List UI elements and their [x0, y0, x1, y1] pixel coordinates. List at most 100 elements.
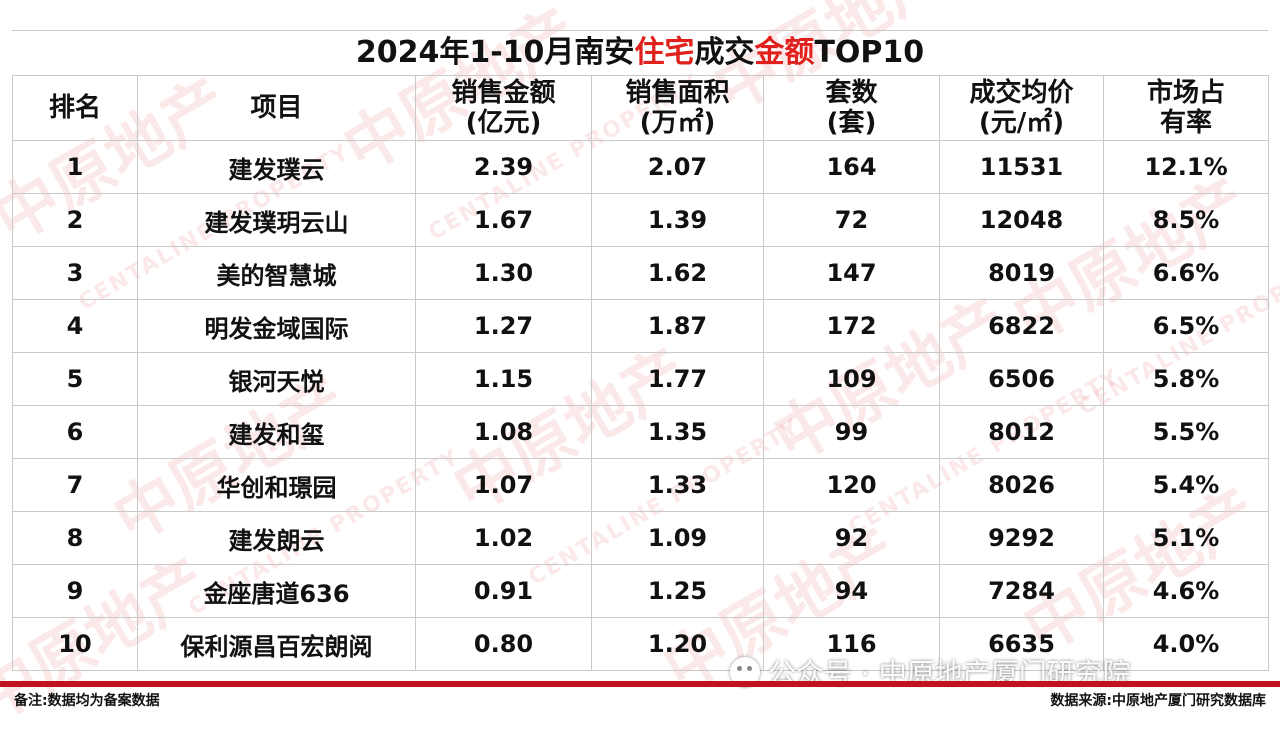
- market-share-cell: 4.0%: [1103, 617, 1269, 671]
- table-row: 9 金座唐道636 0.91 1.25 94 7284 4.6%: [12, 564, 1269, 618]
- table-body: 1 建发璞云 2.39 2.07 164 11531 12.1% 2 建发璞玥云山 1.67 1.3…: [12, 140, 1269, 671]
- project-cell: 银河天悦: [137, 352, 416, 406]
- project-cell: 建发朗云: [137, 511, 416, 565]
- sales-area-cell: 1.39: [591, 193, 764, 247]
- units-cell: 72: [763, 193, 940, 247]
- sales-area-cell: 1.33: [591, 458, 764, 512]
- top-rule: [12, 30, 1268, 31]
- title-highlight-residential: 住宅: [634, 35, 695, 70]
- sales-amount-cell: 1.30: [415, 246, 592, 300]
- column-header-label: 成交均价: [969, 78, 1074, 108]
- column-header: 市场占 有率: [1103, 75, 1269, 141]
- project-cell: 保利源昌百宏朗阅: [137, 617, 416, 671]
- column-header-unit: (套): [826, 108, 877, 138]
- units-cell: 120: [763, 458, 940, 512]
- rank-cell: 3: [12, 246, 138, 300]
- market-share-cell: 6.6%: [1103, 246, 1269, 300]
- avg-price-cell: 11531: [939, 140, 1104, 194]
- market-share-cell: 6.5%: [1103, 299, 1269, 353]
- table-row: 8 建发朗云 1.02 1.09 92 9292 5.1%: [12, 511, 1269, 565]
- table-row: 1 建发璞云 2.39 2.07 164 11531 12.1%: [12, 140, 1269, 194]
- table-row: 2 建发璞玥云山 1.67 1.39 72 12048 8.5%: [12, 193, 1269, 247]
- sales-amount-cell: 0.80: [415, 617, 592, 671]
- avg-price-cell: 8026: [939, 458, 1104, 512]
- sales-amount-cell: 1.08: [415, 405, 592, 459]
- column-header: 成交均价 (元/㎡): [939, 75, 1104, 141]
- sales-amount-cell: 0.91: [415, 564, 592, 618]
- market-share-cell: 8.5%: [1103, 193, 1269, 247]
- sales-area-cell: 1.87: [591, 299, 764, 353]
- project-cell: 金座唐道636: [137, 564, 416, 618]
- table-row: 4 明发金域国际 1.27 1.87 172 6822 6.5%: [12, 299, 1269, 353]
- sales-area-cell: 2.07: [591, 140, 764, 194]
- units-cell: 116: [763, 617, 940, 671]
- title-highlight-amount: 金额: [754, 35, 815, 70]
- table-row: 6 建发和玺 1.08 1.35 99 8012 5.5%: [12, 405, 1269, 459]
- footer-note: 备注:数据均为备案数据: [14, 693, 160, 709]
- rank-cell: 7: [12, 458, 138, 512]
- table-header-row: 排名 项目 销售金额 (亿元) 销售面积 (万㎡) 套数 (套) 成交均价 (元/㎡) 市场占 有率: [12, 75, 1269, 141]
- units-cell: 164: [763, 140, 940, 194]
- sales-amount-cell: 1.67: [415, 193, 592, 247]
- table-row: 5 银河天悦 1.15 1.77 109 6506 5.8%: [12, 352, 1269, 406]
- sales-amount-cell: 1.27: [415, 299, 592, 353]
- units-cell: 94: [763, 564, 940, 618]
- column-header-label: 销售面积: [625, 78, 730, 108]
- market-share-cell: 5.4%: [1103, 458, 1269, 512]
- column-header: 销售金额 (亿元): [415, 75, 592, 141]
- avg-price-cell: 9292: [939, 511, 1104, 565]
- project-cell: 美的智慧城: [137, 246, 416, 300]
- units-cell: 109: [763, 352, 940, 406]
- project-cell: 明发金域国际: [137, 299, 416, 353]
- sales-amount-cell: 1.15: [415, 352, 592, 406]
- units-cell: 92: [763, 511, 940, 565]
- rank-cell: 4: [12, 299, 138, 353]
- avg-price-cell: 6822: [939, 299, 1104, 353]
- column-header-label: 销售金额: [451, 78, 556, 108]
- footer-bar: [0, 681, 1280, 687]
- column-header-label: 项目: [250, 93, 303, 123]
- sales-area-cell: 1.09: [591, 511, 764, 565]
- table-row: 10 保利源昌百宏朗阅 0.80 1.20 116 6635 4.0%: [12, 617, 1269, 671]
- column-header-unit: (元/㎡): [978, 108, 1065, 138]
- rank-cell: 2: [12, 193, 138, 247]
- table-row: 7 华创和璟园 1.07 1.33 120 8026 5.4%: [12, 458, 1269, 512]
- table-row: 3 美的智慧城 1.30 1.62 147 8019 6.6%: [12, 246, 1269, 300]
- project-cell: 建发和玺: [137, 405, 416, 459]
- column-header-label: 套数: [825, 78, 878, 108]
- avg-price-cell: 12048: [939, 193, 1104, 247]
- market-share-cell: 12.1%: [1103, 140, 1269, 194]
- market-share-cell: 5.8%: [1103, 352, 1269, 406]
- sales-area-cell: 1.25: [591, 564, 764, 618]
- avg-price-cell: 8019: [939, 246, 1104, 300]
- rank-cell: 6: [12, 405, 138, 459]
- column-header-unit: 有率: [1159, 108, 1212, 138]
- sales-amount-cell: 2.39: [415, 140, 592, 194]
- rank-cell: 9: [12, 564, 138, 618]
- rank-cell: 5: [12, 352, 138, 406]
- rank-cell: 8: [12, 511, 138, 565]
- market-share-cell: 5.5%: [1103, 405, 1269, 459]
- units-cell: 147: [763, 246, 940, 300]
- project-cell: 建发璞玥云山: [137, 193, 416, 247]
- title-part: 2024年1-10月南安: [355, 35, 635, 70]
- column-header: 排名: [12, 75, 138, 141]
- market-share-cell: 5.1%: [1103, 511, 1269, 565]
- avg-price-cell: 8012: [939, 405, 1104, 459]
- title-part: 成交: [694, 35, 755, 70]
- footer-source: 数据来源:中原地产厦门研究数据库: [1050, 693, 1266, 709]
- column-header: 销售面积 (万㎡): [591, 75, 764, 141]
- sales-amount-cell: 1.02: [415, 511, 592, 565]
- sales-area-cell: 1.62: [591, 246, 764, 300]
- page-title: 2024年1-10月南安住宅成交金额TOP10: [12, 32, 1268, 74]
- title-part: TOP10: [814, 35, 925, 70]
- column-header: 套数 (套): [763, 75, 940, 141]
- rank-cell: 10: [12, 617, 138, 671]
- column-header: 项目: [137, 75, 416, 141]
- units-cell: 99: [763, 405, 940, 459]
- avg-price-cell: 7284: [939, 564, 1104, 618]
- market-share-cell: 4.6%: [1103, 564, 1269, 618]
- column-header-label: 排名: [48, 93, 101, 123]
- sales-area-cell: 1.35: [591, 405, 764, 459]
